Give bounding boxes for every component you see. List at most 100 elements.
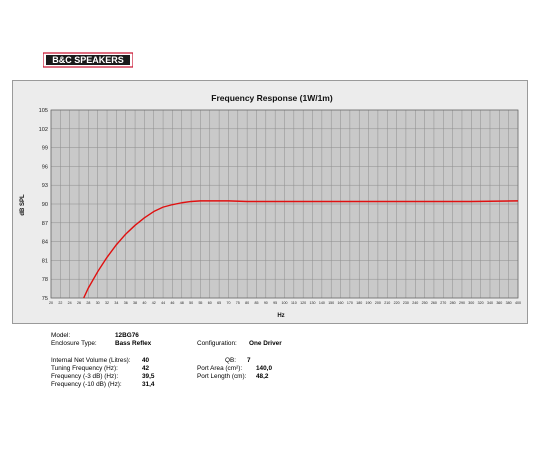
y-tick-label: 90	[42, 202, 48, 208]
x-tick-label: 180	[356, 301, 362, 305]
x-tick-label: 220	[394, 301, 400, 305]
x-tick-label: 240	[412, 301, 418, 305]
f3-value: 39,5	[142, 373, 155, 380]
spec-qb: QB: 7	[225, 357, 251, 365]
x-tick-label: 26	[77, 301, 81, 305]
x-tick-label: 160	[338, 301, 344, 305]
x-tick-label: 380	[506, 301, 512, 305]
y-tick-label: 99	[42, 146, 48, 152]
y-axis-label: dB SPL	[20, 194, 26, 216]
x-tick-label: 34	[114, 301, 118, 305]
spec-port-area: Port Area (cm²): 140,0	[197, 365, 272, 373]
volume-label: Internal Net Volume (Litres):	[51, 357, 131, 364]
enclosure-label: Enclosure Type:	[51, 340, 97, 347]
y-tick-label: 105	[39, 108, 48, 114]
x-tick-label: 260	[431, 301, 437, 305]
x-tick-label: 280	[450, 301, 456, 305]
x-tick-label: 150	[328, 301, 334, 305]
x-tick-label: 50	[189, 301, 193, 305]
tuning-label: Tuning Frequency (Hz):	[51, 365, 118, 372]
x-tick-label: 130	[310, 301, 316, 305]
configuration-value: One Driver	[249, 340, 282, 347]
x-tick-label: 22	[58, 301, 62, 305]
x-tick-label: 110	[291, 301, 297, 305]
x-tick-label: 70	[226, 301, 230, 305]
x-tick-label: 200	[375, 301, 381, 305]
y-tick-label: 84	[42, 240, 48, 246]
f10-label: Frequency (-10 dB) (Hz):	[51, 381, 122, 388]
x-tick-label: 30	[96, 301, 100, 305]
model-value: 12BG76	[115, 332, 139, 339]
y-tick-label: 78	[42, 277, 48, 283]
x-tick-label: 290	[459, 301, 465, 305]
y-tick-label: 75	[42, 296, 48, 302]
chart-title: Frequency Response (1W/1m)	[211, 93, 333, 103]
x-tick-label: 42	[152, 301, 156, 305]
x-tick-label: 170	[347, 301, 353, 305]
x-tick-label: 55	[198, 301, 202, 305]
x-tick-label: 46	[170, 301, 174, 305]
y-tick-label: 96	[42, 164, 48, 170]
qb-value: 7	[247, 357, 251, 364]
x-axis-label: Hz	[277, 313, 284, 319]
x-tick-label: 340	[487, 301, 493, 305]
x-tick-label: 28	[86, 301, 90, 305]
x-tick-label: 320	[478, 301, 484, 305]
x-tick-label: 360	[496, 301, 502, 305]
x-tick-label: 32	[105, 301, 109, 305]
x-tick-label: 85	[254, 301, 258, 305]
tuning-value: 42	[142, 365, 150, 372]
x-tick-label: 65	[217, 301, 221, 305]
x-tick-label: 40	[142, 301, 146, 305]
spec-enclosure: Enclosure Type: Bass Reflex	[51, 340, 151, 348]
y-tick-label: 93	[42, 183, 48, 189]
x-tick-label: 95	[273, 301, 277, 305]
f3-label: Frequency (-3 dB) (Hz):	[51, 373, 119, 380]
specs-panel: Model: 12BG76 Enclosure Type: Bass Refle…	[51, 330, 511, 445]
port-area-label: Port Area (cm²):	[197, 365, 243, 372]
bc-speakers-logo: B&C SPEAKERS	[43, 52, 133, 68]
x-tick-label: 140	[319, 301, 325, 305]
x-tick-label: 44	[161, 301, 165, 305]
f10-value: 31,4	[142, 381, 155, 388]
spec-configuration: Configuration: One Driver	[197, 340, 282, 348]
x-tick-label: 250	[422, 301, 428, 305]
x-tick-label: 20	[49, 301, 53, 305]
x-tick-label: 270	[440, 301, 446, 305]
logo-text: B&C SPEAKERS	[52, 55, 124, 65]
spec-tuning: Tuning Frequency (Hz): 42	[51, 365, 149, 373]
x-tick-label: 60	[208, 301, 212, 305]
x-tick-label: 36	[124, 301, 128, 305]
y-tick-label: 87	[42, 221, 48, 227]
plot-border	[50, 109, 519, 299]
spec-f3: Frequency (-3 dB) (Hz): 39,5	[51, 373, 154, 381]
x-tick-label: 38	[133, 301, 137, 305]
spec-port-length: Port Length (cm): 48,2	[197, 373, 268, 381]
qb-label: QB:	[225, 357, 237, 364]
spec-model: Model: 12BG76	[51, 332, 139, 340]
x-tick-label: 190	[366, 301, 372, 305]
volume-value: 40	[142, 357, 150, 364]
x-tick-label: 300	[468, 301, 474, 305]
x-tick-label: 75	[236, 301, 240, 305]
spec-volume: Internal Net Volume (Litres): 40	[51, 357, 149, 365]
frequency-response-line	[83, 200, 519, 299]
x-tick-label: 90	[264, 301, 268, 305]
port-length-value: 48,2	[256, 373, 269, 380]
port-area-value: 140,0	[256, 365, 272, 372]
port-length-label: Port Length (cm):	[197, 373, 247, 380]
configuration-label: Configuration:	[197, 340, 237, 347]
spec-f10: Frequency (-10 dB) (Hz): 31,4	[51, 381, 154, 389]
y-tick-label: 102	[39, 127, 48, 133]
y-tick-label: 81	[42, 258, 48, 264]
x-tick-label: 24	[68, 301, 72, 305]
x-tick-label: 100	[282, 301, 288, 305]
x-tick-label: 230	[403, 301, 409, 305]
x-tick-label: 48	[180, 301, 184, 305]
x-tick-label: 400	[515, 301, 521, 305]
x-tick-label: 210	[384, 301, 390, 305]
x-tick-label: 80	[245, 301, 249, 305]
model-label: Model:	[51, 332, 71, 339]
enclosure-value: Bass Reflex	[115, 340, 152, 347]
